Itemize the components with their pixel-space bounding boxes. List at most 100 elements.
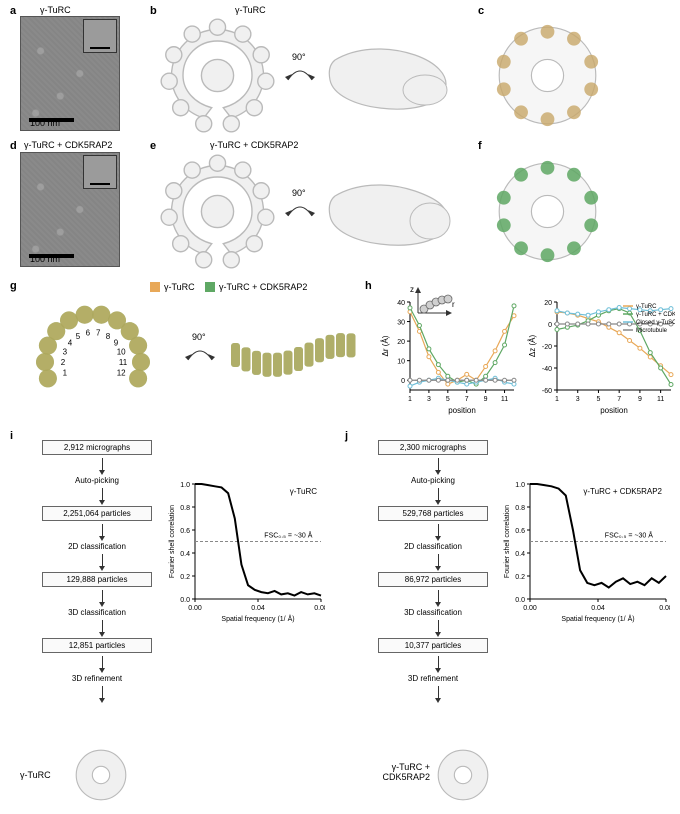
flow-j-final-density xyxy=(432,744,494,806)
svg-text:Microtubule: Microtubule xyxy=(636,328,668,334)
flow-step-label: 3D refinement xyxy=(42,674,152,683)
panel-label-j: j xyxy=(345,430,348,442)
rotation-label-e: 90° xyxy=(292,188,306,198)
svg-text:1: 1 xyxy=(408,396,412,403)
svg-text:0.0: 0.0 xyxy=(515,597,525,604)
rotation-arrow-b xyxy=(280,60,320,90)
em-micrograph-a xyxy=(20,16,120,131)
svg-text:1.0: 1.0 xyxy=(180,482,190,489)
panel-label-f: f xyxy=(478,140,482,152)
legend-g-cdk-label: γ-TuRC + CDK5RAP2 xyxy=(219,282,307,292)
em-micrograph-d xyxy=(20,152,120,267)
svg-text:0: 0 xyxy=(548,322,552,329)
svg-text:0.00: 0.00 xyxy=(523,605,537,612)
svg-text:0.8: 0.8 xyxy=(180,505,190,512)
density-b-side xyxy=(325,40,455,120)
svg-text:0.6: 0.6 xyxy=(180,528,190,535)
svg-text:3: 3 xyxy=(427,396,431,403)
svg-text:γ-TuRC: γ-TuRC xyxy=(290,487,317,496)
svg-text:Fourier shell correlation: Fourier shell correlation xyxy=(504,505,511,578)
svg-text:30: 30 xyxy=(397,320,405,327)
flow-step-label: 2D classification xyxy=(378,542,488,551)
panel-label-b: b xyxy=(150,5,157,17)
g-side xyxy=(225,325,360,385)
svg-text:Fourier shell correlation: Fourier shell correlation xyxy=(169,505,176,578)
flow-step-label: Auto-picking xyxy=(378,476,488,485)
h-chart-dz: -60-40-200201357911positionΔz (Å)γ-TuRCγ… xyxy=(525,296,675,416)
flow-box: 2,912 micrographs xyxy=(42,440,152,455)
svg-text:6: 6 xyxy=(86,328,91,337)
flow-box: 2,300 micrographs xyxy=(378,440,488,455)
svg-text:20: 20 xyxy=(544,300,552,307)
svg-text:10: 10 xyxy=(397,359,405,366)
svg-text:9: 9 xyxy=(114,339,119,348)
svg-text:0.2: 0.2 xyxy=(515,574,525,581)
svg-text:Δz (Å): Δz (Å) xyxy=(528,335,537,358)
panel-label-a: a xyxy=(10,5,16,17)
svg-text:4: 4 xyxy=(68,339,73,348)
legend-g-turc xyxy=(150,282,160,292)
h-inset-z: z xyxy=(410,285,414,294)
flow-step-label: 3D classification xyxy=(378,608,488,617)
em-inset-a xyxy=(83,19,117,53)
flow-box: 2,251,064 particles xyxy=(42,506,152,521)
svg-text:0.04: 0.04 xyxy=(251,605,265,612)
g-ring: 1 2 3 4 5 6 7 xyxy=(18,292,168,417)
rotation-label-b: 90° xyxy=(292,52,306,62)
svg-text:12: 12 xyxy=(117,368,126,377)
fsc-chart-j: 0.00.20.40.60.81.00.000.040.08Spatial fr… xyxy=(500,478,670,623)
scalebar-label-d: 100 nm xyxy=(30,254,60,264)
svg-text:0.2: 0.2 xyxy=(180,574,190,581)
flow-step-label: Auto-picking xyxy=(42,476,152,485)
svg-text:-60: -60 xyxy=(542,388,552,395)
svg-text:0.04: 0.04 xyxy=(591,605,605,612)
svg-text:0.8: 0.8 xyxy=(515,505,525,512)
panel-label-i: i xyxy=(10,430,13,442)
panel-label-c: c xyxy=(478,5,484,17)
svg-text:2: 2 xyxy=(61,358,66,367)
svg-text:11: 11 xyxy=(119,358,128,367)
legend-g-cdk xyxy=(205,282,215,292)
svg-text:1: 1 xyxy=(555,396,559,403)
svg-text:10: 10 xyxy=(117,348,126,357)
svg-text:γ-TuRC + CDK5RAP2: γ-TuRC + CDK5RAP2 xyxy=(583,487,662,496)
svg-text:Closed γ-TuSC ring: Closed γ-TuSC ring xyxy=(636,320,675,326)
em-inset-d xyxy=(83,155,117,189)
svg-text:0.08: 0.08 xyxy=(659,605,670,612)
svg-text:11: 11 xyxy=(501,396,508,403)
svg-text:1.0: 1.0 xyxy=(515,482,525,489)
svg-text:5: 5 xyxy=(597,396,601,403)
svg-text:7: 7 xyxy=(465,396,469,403)
panel-label-g: g xyxy=(10,280,17,292)
flow-box: 86,972 particles xyxy=(378,572,488,587)
rotation-label-g: 90° xyxy=(192,332,206,342)
svg-text:40: 40 xyxy=(397,300,405,307)
flow-box: 129,888 particles xyxy=(42,572,152,587)
svg-text:γ-TuRC: γ-TuRC xyxy=(636,304,657,310)
svg-text:5: 5 xyxy=(76,332,81,341)
svg-text:0: 0 xyxy=(401,378,405,385)
flow-step-label: 2D classification xyxy=(42,542,152,551)
svg-text:20: 20 xyxy=(397,339,405,346)
svg-text:9: 9 xyxy=(638,396,642,403)
legend-g-turc-label: γ-TuRC xyxy=(164,282,195,292)
svg-text:0.0: 0.0 xyxy=(180,597,190,604)
density-f-fit xyxy=(490,154,605,269)
title-e: γ-TuRC + CDK5RAP2 xyxy=(210,140,298,150)
density-e-side xyxy=(325,176,455,256)
panel-label-h: h xyxy=(365,280,372,292)
rotation-arrow-e xyxy=(280,196,320,226)
svg-text:γ-TuRC + CDK5RAP2: γ-TuRC + CDK5RAP2 xyxy=(636,312,675,318)
title-b: γ-TuRC xyxy=(235,5,266,15)
flow-box: 10,377 particles xyxy=(378,638,488,653)
svg-text:position: position xyxy=(448,406,476,415)
svg-text:position: position xyxy=(600,406,628,415)
density-b-top xyxy=(160,18,275,133)
svg-text:5: 5 xyxy=(446,396,450,403)
svg-text:Spatial frequency (1/ Å): Spatial frequency (1/ Å) xyxy=(561,614,634,623)
panel-label-d: d xyxy=(10,140,17,152)
svg-text:FSC₀.₅ = ~30 Å: FSC₀.₅ = ~30 Å xyxy=(264,531,312,540)
fsc-chart-i: 0.00.20.40.60.81.00.000.040.08Spatial fr… xyxy=(165,478,325,623)
svg-text:8: 8 xyxy=(106,332,111,341)
flow-j-final-label: γ-TuRC + CDK5RAP2 xyxy=(360,762,430,782)
